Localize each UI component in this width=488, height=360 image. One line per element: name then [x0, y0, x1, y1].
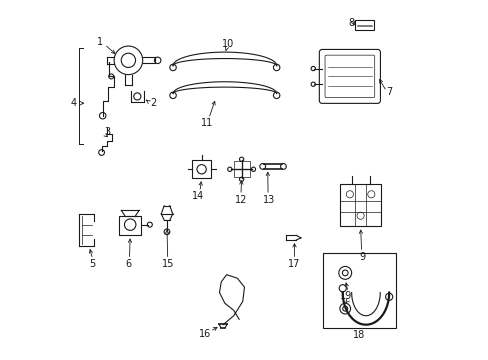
Text: 14: 14 — [192, 191, 204, 201]
Bar — [354, 20, 373, 30]
Text: 10: 10 — [222, 39, 234, 49]
Bar — [339, 184, 380, 226]
Bar — [323, 253, 395, 328]
Text: 15: 15 — [161, 259, 174, 269]
Text: 12: 12 — [234, 195, 246, 204]
Bar — [191, 160, 211, 178]
Text: 4: 4 — [71, 98, 77, 108]
Text: 3: 3 — [103, 127, 110, 137]
Text: 1: 1 — [97, 37, 102, 48]
Text: 2: 2 — [150, 98, 156, 108]
Bar — [233, 161, 249, 177]
Text: 13: 13 — [263, 195, 275, 204]
Text: 19: 19 — [340, 291, 352, 301]
Text: 6: 6 — [125, 259, 131, 269]
Text: 11: 11 — [201, 118, 213, 128]
Text: 18: 18 — [352, 330, 364, 341]
Text: 7: 7 — [385, 87, 391, 98]
Text: 17: 17 — [288, 259, 300, 269]
Text: 9: 9 — [359, 252, 365, 262]
Text: 16: 16 — [199, 329, 211, 339]
Bar — [119, 216, 141, 235]
Text: 5: 5 — [89, 259, 96, 269]
Text: 8: 8 — [348, 18, 354, 28]
